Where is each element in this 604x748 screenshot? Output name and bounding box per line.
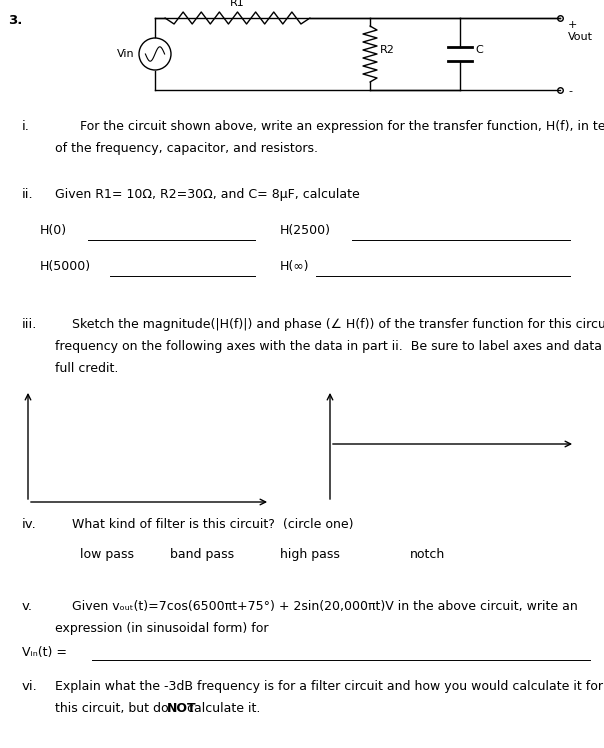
- Text: 3.: 3.: [8, 14, 22, 27]
- Text: band pass: band pass: [170, 548, 234, 561]
- Text: iii.: iii.: [22, 318, 37, 331]
- Text: full credit.: full credit.: [55, 362, 118, 375]
- Text: H(5000): H(5000): [40, 260, 91, 273]
- Text: H(∞): H(∞): [280, 260, 309, 273]
- Text: calculate it.: calculate it.: [184, 702, 261, 715]
- Text: H(2500): H(2500): [280, 224, 331, 237]
- Text: Vᵢₙ(t) =: Vᵢₙ(t) =: [22, 646, 67, 659]
- Text: ii.: ii.: [22, 188, 34, 201]
- Text: iv.: iv.: [22, 518, 37, 531]
- Text: Given vₒᵤₜ(t)=7cos(6500πt+75°) + 2sin(20,000πt)V in the above circuit, write an: Given vₒᵤₜ(t)=7cos(6500πt+75°) + 2sin(20…: [72, 600, 578, 613]
- Text: Vin: Vin: [117, 49, 135, 59]
- Text: For the circuit shown above, write an expression for the transfer function, H(f): For the circuit shown above, write an ex…: [80, 120, 604, 133]
- Text: Vout: Vout: [568, 32, 593, 42]
- Text: i.: i.: [22, 120, 30, 133]
- Text: +: +: [568, 20, 577, 30]
- Text: frequency on the following axes with the data in part ii.  Be sure to label axes: frequency on the following axes with the…: [55, 340, 604, 353]
- Text: this circuit, but do: this circuit, but do: [55, 702, 173, 715]
- Text: low pass: low pass: [80, 548, 134, 561]
- Text: Given R1= 10Ω, R2=30Ω, and C= 8μF, calculate: Given R1= 10Ω, R2=30Ω, and C= 8μF, calcu…: [55, 188, 360, 201]
- Text: v.: v.: [22, 600, 33, 613]
- Text: notch: notch: [410, 548, 445, 561]
- Text: of the frequency, capacitor, and resistors.: of the frequency, capacitor, and resisto…: [55, 142, 318, 155]
- Text: Explain what the -3dB frequency is for a filter circuit and how you would calcul: Explain what the -3dB frequency is for a…: [55, 680, 603, 693]
- Text: R2: R2: [380, 45, 395, 55]
- Text: What kind of filter is this circuit?  (circle one): What kind of filter is this circuit? (ci…: [72, 518, 353, 531]
- Text: Sketch the magnitude(|H(f)|) and phase (∠ H(f)) of the transfer function for thi: Sketch the magnitude(|H(f)|) and phase (…: [72, 318, 604, 331]
- Text: R1: R1: [230, 0, 245, 8]
- Text: NOT: NOT: [167, 702, 197, 715]
- Text: H(0): H(0): [40, 224, 67, 237]
- Text: expression (in sinusoidal form) for: expression (in sinusoidal form) for: [55, 622, 269, 635]
- Text: vi.: vi.: [22, 680, 37, 693]
- Text: high pass: high pass: [280, 548, 340, 561]
- Text: C: C: [475, 45, 483, 55]
- Text: -: -: [568, 86, 572, 96]
